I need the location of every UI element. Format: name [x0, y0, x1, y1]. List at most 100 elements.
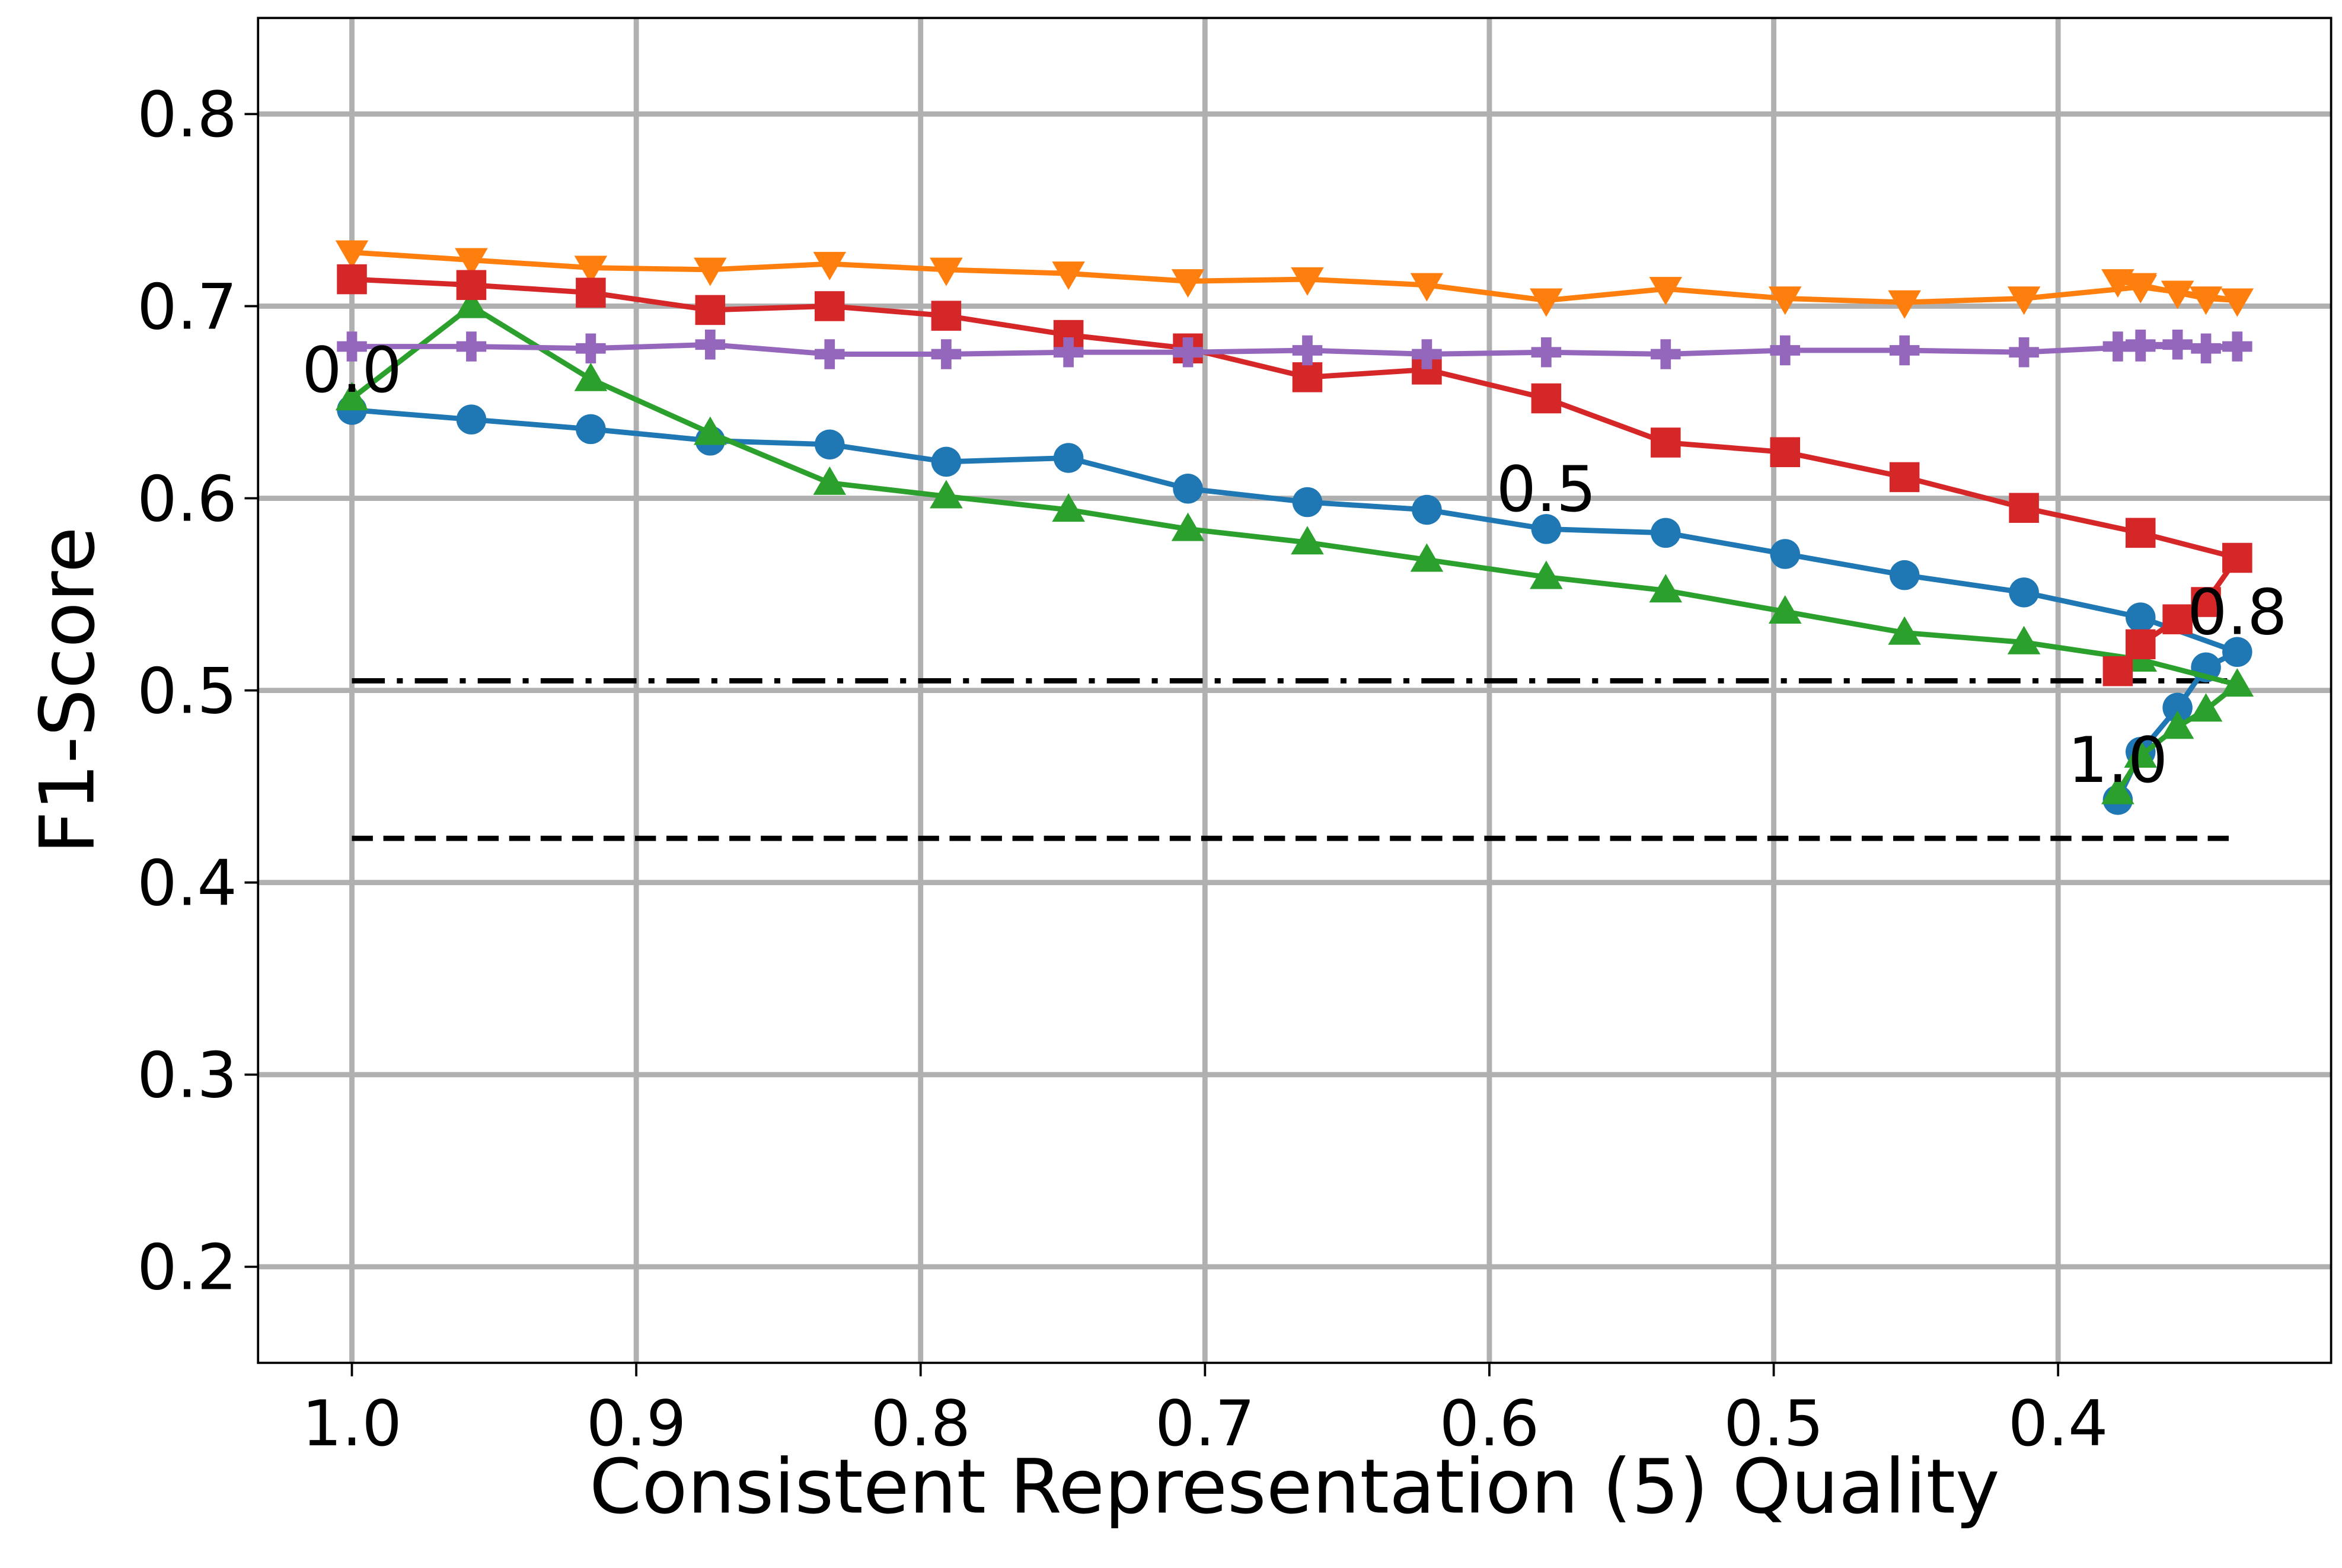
marker [2191, 333, 2221, 364]
x-tick-label: 0.4 [2008, 1388, 2108, 1461]
marker [931, 301, 962, 331]
marker [931, 339, 962, 369]
marker [456, 331, 487, 362]
marker [1768, 595, 1802, 624]
marker [2189, 286, 2223, 315]
marker [337, 331, 367, 362]
marker [1292, 335, 1323, 366]
marker [576, 277, 606, 308]
marker [1649, 277, 1683, 306]
marker [2162, 329, 2193, 360]
y-tick-label: 0.5 [137, 656, 237, 729]
marker [2222, 331, 2252, 362]
marker [2222, 542, 2252, 573]
marker [1888, 616, 1921, 645]
marker [1889, 560, 1920, 590]
marker [1530, 288, 1563, 317]
marker [1531, 337, 1562, 368]
marker [695, 295, 726, 325]
marker [1889, 462, 1920, 493]
marker [456, 270, 487, 301]
marker [2125, 602, 2156, 633]
annotation: 0.5 [1497, 454, 1597, 526]
marker [1530, 560, 1563, 589]
marker [1531, 514, 1562, 544]
marker [574, 362, 608, 391]
marker [694, 257, 727, 286]
marker [335, 382, 369, 411]
y-tick-label: 0.2 [137, 1232, 237, 1305]
x-tick-label: 1.0 [302, 1388, 402, 1461]
marker [1649, 574, 1683, 603]
marker [1888, 290, 1921, 319]
x-tick-label: 0.9 [586, 1388, 687, 1461]
marker [2222, 637, 2252, 668]
x-tick-label: 0.7 [1155, 1388, 1255, 1461]
marker [1052, 261, 1085, 290]
marker [1531, 383, 1562, 414]
y-tick-label: 0.3 [137, 1040, 237, 1113]
marker [2125, 518, 2156, 548]
marker [455, 289, 488, 318]
marker [694, 416, 727, 445]
marker [2124, 273, 2158, 302]
marker [1410, 273, 1444, 302]
marker [2009, 337, 2039, 368]
marker [813, 251, 847, 280]
marker [1651, 339, 1681, 369]
marker [2101, 775, 2134, 804]
marker [930, 480, 963, 509]
marker [2101, 269, 2134, 298]
marker [1171, 269, 1205, 298]
y-tick-label: 0.8 [137, 79, 237, 152]
marker [1052, 493, 1085, 522]
marker [2125, 329, 2156, 360]
marker [2162, 604, 2193, 634]
marker [2102, 656, 2133, 686]
marker [814, 339, 845, 369]
marker [2161, 710, 2194, 739]
x-axis-label: Consistent Representation (5) Quality [589, 1444, 2000, 1531]
marker [576, 333, 606, 364]
annotation: 0.0 [302, 334, 402, 407]
marker [1053, 443, 1084, 473]
x-tick-label: 0.5 [1724, 1388, 1824, 1461]
marker [2220, 288, 2254, 317]
x-tick-label: 0.6 [1440, 1388, 1540, 1461]
marker [574, 256, 608, 285]
y-axis-label: F1-Score [24, 526, 111, 854]
marker [814, 429, 845, 460]
marker [2161, 280, 2194, 309]
marker [1651, 518, 1681, 548]
marker [1770, 539, 1801, 569]
marker [931, 446, 962, 477]
marker [335, 240, 369, 269]
y-tick-label: 0.4 [137, 848, 237, 921]
marker [1770, 335, 1801, 366]
marker [2007, 625, 2041, 654]
annotation: 1.0 [2068, 724, 2168, 797]
marker [2191, 587, 2221, 617]
marker [1173, 337, 1203, 368]
y-tick-label: 0.7 [137, 271, 237, 344]
marker [1889, 335, 1920, 366]
marker [930, 257, 963, 286]
marker [455, 248, 488, 277]
marker [1292, 487, 1323, 518]
marker [456, 404, 487, 435]
marker [1292, 362, 1323, 392]
marker [337, 264, 367, 295]
marker [1412, 339, 1442, 369]
marker [1412, 494, 1442, 525]
marker [1053, 337, 1084, 368]
marker [2189, 693, 2223, 722]
marker [1651, 427, 1681, 458]
marker [576, 414, 606, 445]
x-tick-label: 0.8 [870, 1388, 971, 1461]
marker [814, 291, 845, 321]
marker [1173, 474, 1203, 504]
marker [2007, 286, 2041, 315]
annotation: 0.8 [2187, 576, 2287, 649]
marker [2102, 331, 2133, 362]
